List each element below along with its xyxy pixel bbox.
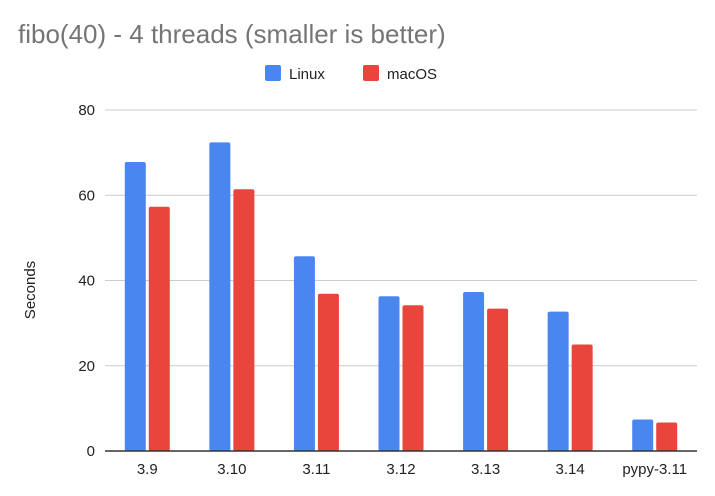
bar-macos-3.13	[487, 308, 509, 451]
bar-macos-3.12	[402, 305, 424, 451]
bar-macos-3.14	[571, 344, 593, 451]
x-axis-ticks: 3.9 3.10 3.11 3.12 3.13 3.14 pypy-3.11	[137, 461, 687, 478]
bar-linux-3.12	[378, 296, 400, 451]
x-tick-label: 3.12	[386, 461, 415, 478]
bar-macos-3.10	[233, 189, 255, 451]
y-tick-label: 60	[78, 187, 95, 204]
bar-linux-3.11	[293, 256, 315, 451]
bar-macos-3.11	[317, 293, 339, 451]
bar-macos-pypy-3.11	[656, 422, 678, 451]
legend: Linux macOS	[265, 65, 437, 83]
y-tick-label: 0	[87, 443, 95, 460]
x-tick-label: 3.11	[302, 461, 330, 478]
legend-label-macos: macOS	[387, 66, 437, 83]
x-tick-label: 3.13	[471, 461, 500, 478]
y-tick-label: 40	[78, 273, 95, 290]
y-tick-label: 80	[78, 102, 95, 119]
bar-linux-3.10	[209, 142, 231, 451]
y-axis-ticks: 0 20 40 60 80	[78, 102, 95, 460]
legend-label-linux: Linux	[289, 66, 325, 83]
x-tick-label: pypy-3.11	[622, 461, 687, 478]
y-tick-label: 20	[78, 358, 95, 375]
bar-linux-pypy-3.11	[632, 419, 654, 451]
legend-swatch-macos	[363, 65, 379, 81]
x-tick-label: 3.9	[137, 461, 158, 478]
gridlines	[105, 109, 697, 367]
x-tick-label: 3.14	[556, 461, 585, 478]
y-axis-label: Seconds	[22, 261, 39, 319]
legend-swatch-linux	[265, 65, 281, 81]
bar-macos-3.9	[148, 206, 170, 451]
bar-linux-3.14	[547, 311, 569, 451]
x-tick-label: 3.10	[217, 461, 246, 478]
chart-title: fibo(40) - 4 threads (smaller is better)	[18, 19, 446, 49]
bar-linux-3.13	[463, 292, 485, 451]
bars	[124, 142, 678, 451]
bar-linux-3.9	[124, 162, 146, 451]
